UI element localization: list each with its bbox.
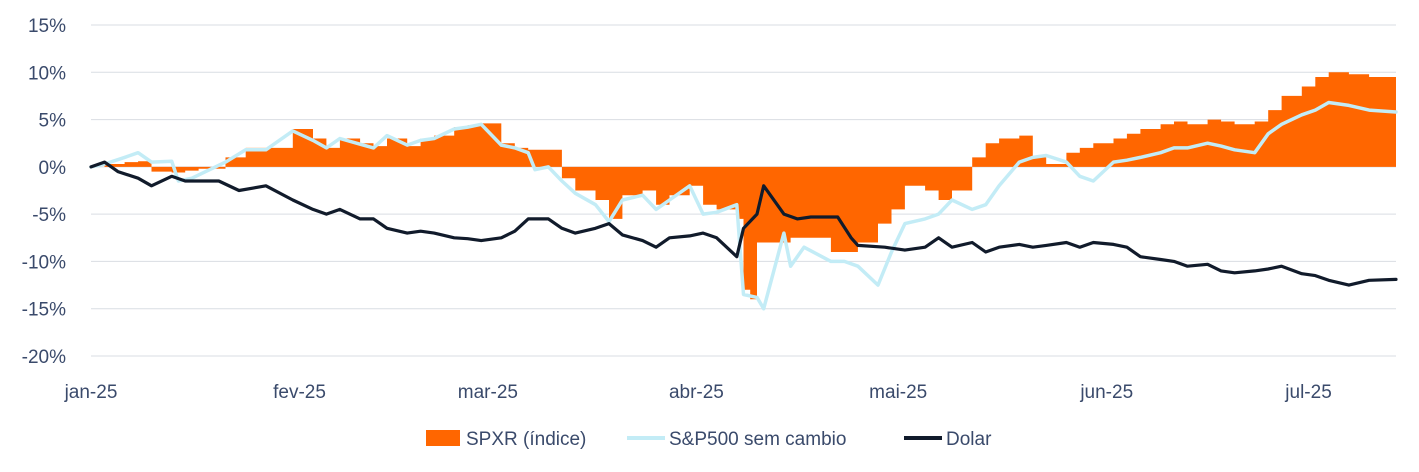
y-tick-label: 0% [39, 158, 67, 179]
series-area-spxr [91, 72, 1396, 300]
y-tick-label: 10% [28, 63, 66, 84]
legend-label: S&P500 sem cambio [669, 429, 846, 450]
x-tick-label: mar-25 [458, 382, 518, 403]
area-layer [91, 72, 1396, 300]
legend-label: SPXR (índice) [466, 429, 586, 450]
x-tick-label: jun-25 [1079, 382, 1133, 403]
line-layer [89, 100, 1398, 311]
series-line-dolar [89, 160, 1398, 287]
y-tick-label: -15% [22, 300, 66, 321]
x-tick-label: mai-25 [869, 382, 927, 403]
y-tick-label: -5% [32, 205, 66, 226]
x-tick-label: jan-25 [64, 382, 118, 403]
legend-item-spxr: SPXR (índice) [426, 429, 586, 450]
y-axis: 15% 10% 5% 0% -5% -10% -15% -20% [22, 16, 66, 368]
y-tick-label: -10% [22, 252, 66, 273]
legend-item-dolar: Dolar [904, 429, 992, 450]
x-tick-label: fev-25 [273, 382, 326, 403]
x-tick-label: jul-25 [1284, 382, 1331, 403]
y-tick-label: -20% [22, 347, 66, 368]
legend-swatch [426, 430, 460, 446]
x-tick-label: abr-25 [669, 382, 724, 403]
legend-item-sp500: S&P500 sem cambio [627, 429, 846, 450]
series-line-sp500 [89, 100, 1398, 311]
y-tick-label: 5% [39, 111, 67, 132]
legend: SPXR (índice) S&P500 sem cambio Dolar [426, 429, 992, 450]
x-axis: jan-25 fev-25 mar-25 abr-25 mai-25 jun-25 jul-… [64, 355, 1396, 403]
legend-label: Dolar [946, 429, 992, 450]
y-tick-label: 15% [28, 16, 66, 37]
